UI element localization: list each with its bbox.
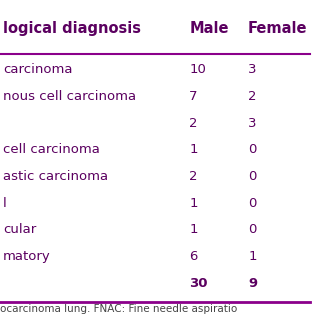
Text: cell carcinoma: cell carcinoma bbox=[3, 143, 100, 156]
Text: 9: 9 bbox=[248, 277, 257, 290]
Text: cular: cular bbox=[3, 223, 36, 236]
Text: 10: 10 bbox=[189, 63, 206, 76]
Text: astic carcinoma: astic carcinoma bbox=[3, 170, 108, 183]
Text: 1: 1 bbox=[189, 197, 198, 210]
Text: logical diagnosis: logical diagnosis bbox=[3, 21, 141, 36]
Text: matory: matory bbox=[3, 250, 51, 263]
Text: 1: 1 bbox=[189, 223, 198, 236]
Text: 0: 0 bbox=[248, 223, 256, 236]
Text: 2: 2 bbox=[189, 117, 198, 130]
Text: 7: 7 bbox=[189, 90, 198, 103]
Text: 0: 0 bbox=[248, 143, 256, 156]
Text: carcinoma: carcinoma bbox=[3, 63, 73, 76]
Text: 1: 1 bbox=[189, 143, 198, 156]
Text: Male: Male bbox=[189, 21, 229, 36]
Text: 1: 1 bbox=[248, 250, 257, 263]
Text: nous cell carcinoma: nous cell carcinoma bbox=[3, 90, 136, 103]
Text: ocarcinoma lung. FNAC: Fine needle aspiratio: ocarcinoma lung. FNAC: Fine needle aspir… bbox=[0, 304, 237, 314]
Text: 3: 3 bbox=[248, 117, 257, 130]
Text: l: l bbox=[3, 197, 7, 210]
Text: 3: 3 bbox=[248, 63, 257, 76]
Text: 0: 0 bbox=[248, 170, 256, 183]
Text: 30: 30 bbox=[189, 277, 208, 290]
Text: 2: 2 bbox=[248, 90, 257, 103]
Text: Female: Female bbox=[248, 21, 308, 36]
Text: 0: 0 bbox=[248, 197, 256, 210]
Text: 2: 2 bbox=[189, 170, 198, 183]
Text: 6: 6 bbox=[189, 250, 197, 263]
